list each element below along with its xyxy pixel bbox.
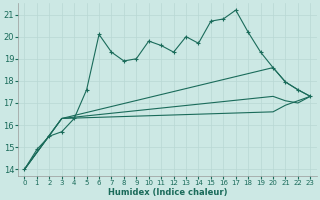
X-axis label: Humidex (Indice chaleur): Humidex (Indice chaleur) xyxy=(108,188,227,197)
